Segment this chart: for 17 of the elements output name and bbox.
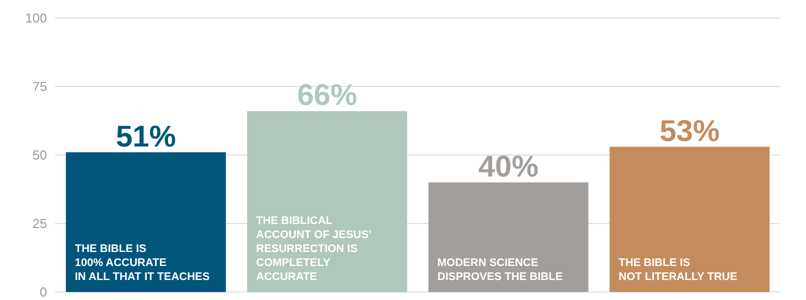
y-tick-label: 50 (32, 148, 47, 163)
x-tick-label: THE BIBLE IS NOT LITERALLY TRUE (618, 257, 738, 283)
data-label: 51% (116, 120, 176, 154)
y-tick-label: 75 (32, 79, 47, 94)
data-label: 40% (478, 150, 538, 184)
x-tick-label: THE BIBLE IS 100% ACCURATE IN ALL THAT IT TEACHES (74, 243, 210, 283)
x-tick-label: THE BIBLICAL ACCOUNT OF JESUS’ RESURRECTION IS COMPLETELY ACCURATE (256, 215, 372, 283)
bar (610, 146, 770, 292)
data-label: 53% (660, 114, 720, 148)
bar (247, 111, 408, 292)
bar (66, 152, 226, 292)
data-label: 66% (297, 79, 358, 112)
x-tick-label: MODERN SCIENCE DISPROVES THE BIBLE (437, 257, 563, 283)
y-tick-label: 25 (32, 216, 47, 232)
y-tick-label: 100 (25, 10, 47, 26)
bar (428, 182, 588, 292)
y-tick-label: 0 (40, 284, 47, 300)
